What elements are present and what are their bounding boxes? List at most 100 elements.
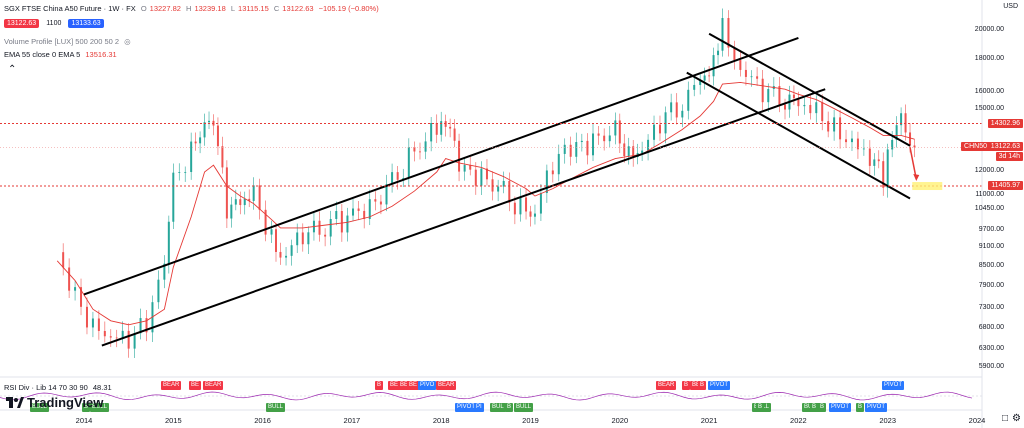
candle-body [750,76,753,78]
candle-body [139,318,142,334]
candle-body [721,18,724,51]
candle-body [856,138,859,150]
candle-body [778,86,781,105]
candle-body [329,218,332,237]
price-tick-label: 18000.00 [974,55,1004,63]
candle-body [519,197,522,215]
candle-body [675,102,678,118]
signal-label: PIVOT [865,403,888,412]
indicator-volume-profile[interactable]: Volume Profile [LUX] 500 200 50 2 ◎ [4,37,134,46]
candle-body [739,60,742,70]
candle-body [121,330,124,339]
currency-label: USD [1003,3,1018,10]
candle-body [91,318,94,328]
indicator-ema-value: 13516.31 [85,50,117,59]
candle-body [230,204,233,219]
rsi-line [0,391,973,401]
candle-body [85,306,88,328]
candle-body [529,211,532,217]
candle-body [458,140,461,172]
candle-body [792,94,795,99]
candle-body [839,117,842,140]
signal-label: PIVOT [882,381,905,390]
price-tick-label: 20000.00 [974,26,1004,33]
candle-body [157,279,160,303]
signal-label: PIVOT [829,403,852,412]
signal-label: B [82,403,91,412]
time-tick-label: 2018 [432,416,450,425]
signal-label: BEAR [436,381,457,390]
candle-body [533,213,536,217]
candle-body [845,139,848,143]
candle-body [653,124,656,140]
candle-body [733,47,736,61]
buy-button[interactable]: 13133.63 [68,19,104,28]
candle-body [391,172,394,185]
symbol-title[interactable]: SGX FTSE China A50 Future · 1W · FX [4,4,136,13]
price-tick-label: 9700.00 [978,225,1004,233]
candle-body [641,150,644,154]
price-tick-label: 8500.00 [978,262,1004,270]
candle-body [569,144,572,157]
candle-body [868,148,871,166]
candle-body [221,146,224,168]
tradingview-logo[interactable]: TradingView [6,395,103,410]
signal-label: B [810,403,819,412]
time-zone-settings-icon[interactable]: □ [1001,413,1008,424]
candle-body [243,198,246,206]
signal-label: BE [690,381,703,390]
candle-body [167,221,170,264]
time-tick-label: 2024 [968,416,986,425]
trendline [686,71,911,200]
time-tick-label: 2016 [254,416,271,425]
candle-body [248,198,251,201]
trendlines [83,32,911,347]
signal-label: B [856,403,865,412]
candle-body [797,98,800,107]
indicator-ema[interactable]: EMA 55 close 0 EMA 5 13516.31 [4,50,120,59]
price-tick-label: 6800.00 [978,323,1004,331]
signal-label: PIVOT [455,403,478,412]
candle-body [463,164,466,172]
eye-hidden-icon[interactable]: ◎ [124,37,131,46]
signal-label: BE [398,381,411,390]
candle-body [647,139,650,151]
candle-body [767,89,770,103]
candle-body [453,128,456,141]
candle-body [873,159,876,166]
spread-value: 1100 [46,20,62,27]
candle-body [109,336,112,338]
candle-body [761,78,764,103]
signal-label: BULL [266,403,286,412]
trendline [708,32,911,147]
candle-body [435,122,438,135]
candle-body [580,140,583,143]
ohlc-l-label: L [230,4,236,13]
price-tick-label: 6300.00 [978,344,1004,352]
time-tick-label: 2019 [522,416,539,425]
settings-gear-icon[interactable]: ⚙ [1012,413,1021,424]
tradingview-logo-icon [6,397,24,408]
candle-body [900,113,903,126]
ohlc-high: 13239.18 [194,4,226,13]
sell-button[interactable]: 13122.63 [4,19,40,28]
candle-body [216,125,219,147]
candle-body [687,89,690,111]
time-tick-label: 2023 [879,416,897,425]
time-tick-label: 2022 [790,416,807,425]
price-tick-label: 7300.00 [978,304,1004,312]
price-tick-label: 5900.00 [978,363,1004,370]
signal-label: BEAR [656,381,677,390]
candle-body [264,209,267,235]
candle-body [352,208,355,216]
candle-body [809,104,812,114]
rsi-panel-legend[interactable]: RSI Div · Lib 14 70 30 90 48.31 [4,383,115,392]
collapse-chevron-icon[interactable]: ⌃ [8,64,17,75]
signal-label: B [505,403,514,412]
ohlc-change: −105.19 (−0.80%) [318,4,379,13]
signal-label: BE [189,381,202,390]
candle-body [485,168,488,180]
symbol-header: SGX FTSE China A50 Future · 1W · FX O 132… [4,4,382,13]
candle-body [491,179,494,192]
